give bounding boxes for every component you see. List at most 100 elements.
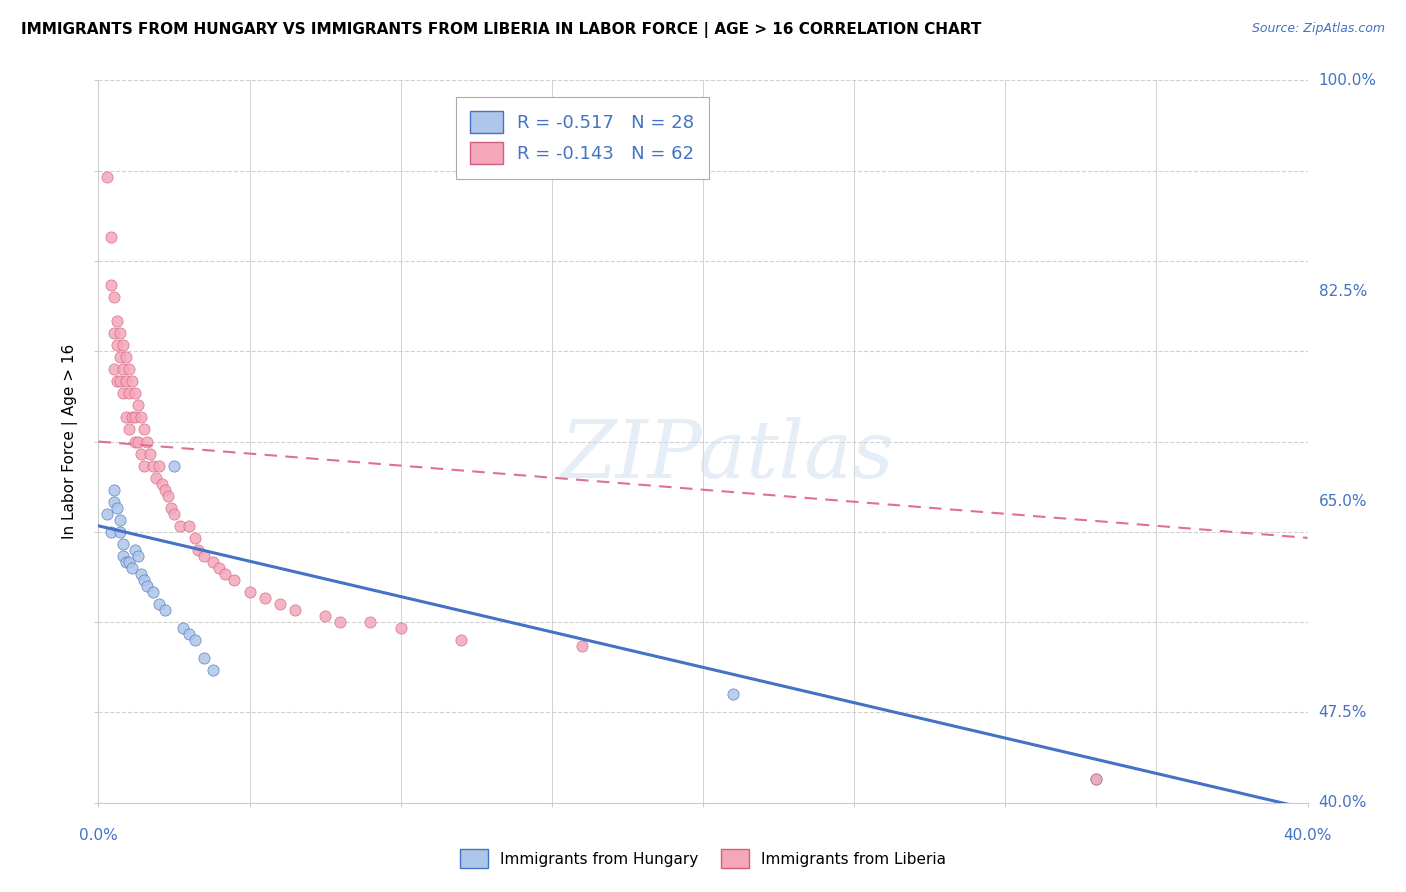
Point	[121, 410, 143, 425]
Point	[108, 326, 131, 340]
Point	[103, 326, 125, 340]
Point	[124, 434, 146, 449]
Point	[124, 410, 146, 425]
Point	[114, 374, 136, 388]
Text: ZIPatlas: ZIPatlas	[561, 417, 894, 495]
Point	[163, 507, 186, 521]
Point	[103, 483, 125, 497]
Text: 0.0%: 0.0%	[79, 828, 118, 843]
Text: 100.0%: 100.0%	[1319, 73, 1376, 87]
Point	[187, 542, 209, 557]
Point	[145, 470, 167, 484]
Legend: Immigrants from Hungary, Immigrants from Liberia: Immigrants from Hungary, Immigrants from…	[453, 841, 953, 875]
Point	[139, 446, 162, 460]
Point	[214, 567, 236, 582]
Point	[160, 500, 183, 515]
Point	[142, 458, 165, 473]
Text: IMMIGRANTS FROM HUNGARY VS IMMIGRANTS FROM LIBERIA IN LABOR FORCE | AGE > 16 COR: IMMIGRANTS FROM HUNGARY VS IMMIGRANTS FR…	[21, 22, 981, 38]
Point	[121, 374, 143, 388]
Point	[184, 633, 207, 648]
Point	[723, 687, 745, 701]
Point	[184, 531, 207, 545]
Text: 82.5%: 82.5%	[1319, 284, 1367, 299]
Point	[179, 518, 201, 533]
Point	[111, 537, 134, 551]
Point	[108, 524, 131, 539]
Point	[108, 350, 131, 364]
Point	[121, 561, 143, 575]
Point	[118, 422, 141, 436]
Point	[153, 483, 176, 497]
Point	[193, 651, 215, 665]
Point	[224, 573, 246, 587]
Text: 47.5%: 47.5%	[1319, 705, 1367, 720]
Point	[360, 615, 382, 630]
Point	[118, 555, 141, 569]
Point	[389, 621, 412, 635]
Point	[96, 507, 118, 521]
Point	[132, 422, 155, 436]
Point	[127, 549, 149, 563]
Point	[114, 410, 136, 425]
Text: 65.0%: 65.0%	[1319, 494, 1367, 509]
Point	[103, 290, 125, 304]
Point	[100, 524, 122, 539]
Point	[142, 585, 165, 599]
Point	[127, 434, 149, 449]
Point	[172, 621, 194, 635]
Point	[169, 518, 191, 533]
Point	[108, 513, 131, 527]
Point	[103, 362, 125, 376]
Point	[148, 597, 170, 611]
Point	[135, 434, 157, 449]
Point	[105, 338, 128, 352]
Point	[314, 609, 336, 624]
Point	[202, 555, 225, 569]
Point	[163, 458, 186, 473]
Point	[153, 603, 176, 617]
Point	[135, 579, 157, 593]
Point	[105, 500, 128, 515]
Point	[105, 374, 128, 388]
Text: 40.0%: 40.0%	[1284, 828, 1331, 843]
Point	[105, 314, 128, 328]
Point	[96, 169, 118, 184]
Point	[129, 567, 152, 582]
Point	[124, 542, 146, 557]
Point	[239, 585, 262, 599]
Point	[132, 573, 155, 587]
Point	[108, 374, 131, 388]
Point	[208, 561, 231, 575]
Point	[202, 664, 225, 678]
Point	[132, 458, 155, 473]
Point	[114, 555, 136, 569]
Point	[127, 398, 149, 412]
Point	[193, 549, 215, 563]
Point	[148, 458, 170, 473]
Point	[100, 229, 122, 244]
Point	[100, 277, 122, 292]
Point	[450, 633, 472, 648]
Point	[103, 494, 125, 508]
Point	[129, 410, 152, 425]
Point	[150, 476, 173, 491]
Point	[124, 386, 146, 401]
Point	[129, 446, 152, 460]
Point	[179, 627, 201, 641]
Point	[284, 603, 307, 617]
Point	[253, 591, 276, 606]
Text: 40.0%: 40.0%	[1319, 796, 1367, 810]
Point	[269, 597, 291, 611]
Point	[1085, 772, 1108, 786]
Point	[111, 386, 134, 401]
Point	[111, 549, 134, 563]
Point	[156, 489, 179, 503]
Legend: R = -0.517   N = 28, R = -0.143   N = 62: R = -0.517 N = 28, R = -0.143 N = 62	[456, 96, 709, 178]
Point	[1085, 772, 1108, 786]
Y-axis label: In Labor Force | Age > 16: In Labor Force | Age > 16	[62, 344, 79, 539]
Point	[118, 362, 141, 376]
Point	[111, 338, 134, 352]
Text: Source: ZipAtlas.com: Source: ZipAtlas.com	[1251, 22, 1385, 36]
Point	[111, 362, 134, 376]
Point	[118, 386, 141, 401]
